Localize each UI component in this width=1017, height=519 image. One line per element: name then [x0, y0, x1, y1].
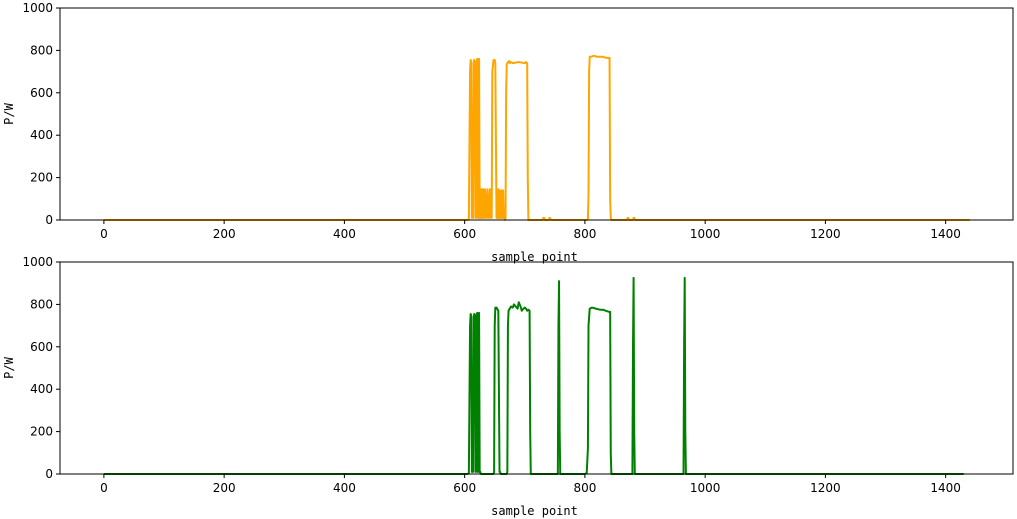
y-tick-label: 0 [45, 467, 53, 481]
x-tick-label: 0 [100, 227, 108, 241]
x-tick-label: 600 [453, 481, 476, 495]
x-tick-label: 400 [333, 481, 356, 495]
x-tick-label: 800 [573, 481, 596, 495]
x-tick-label: 1000 [690, 481, 721, 495]
x-tick-label: 200 [213, 227, 236, 241]
x-tick-label: 1200 [810, 481, 841, 495]
x-tick-label: 600 [453, 227, 476, 241]
y-tick-label: 200 [30, 425, 53, 439]
series-line-1 [103, 276, 964, 475]
chart-panel-1: 0 200 400 600 800 1000 1200 1400 0 200 400 600 800 10… [2, 1, 1014, 264]
y-tick-label: 800 [30, 43, 53, 57]
x-tick-label: 0 [100, 481, 108, 495]
x-tick-label: 1400 [930, 481, 961, 495]
x-tick-label: 400 [333, 227, 356, 241]
y-tick-label: 600 [30, 340, 53, 354]
x-tick-label: 1000 [690, 227, 721, 241]
series-line-1 [103, 54, 970, 221]
x-tick-label: 200 [213, 481, 236, 495]
y-tick-label: 400 [30, 128, 53, 142]
x-axis-label: sample point [491, 504, 578, 518]
x-tick-label: 1400 [930, 227, 961, 241]
axes-frame [59, 7, 1014, 221]
y-tick-label: 1000 [22, 1, 53, 15]
y-tick-label: 1000 [22, 255, 53, 269]
y-axis-label: P/W [2, 102, 16, 124]
x-axis-label: sample point [491, 250, 578, 264]
chart-panel-2: 0 200 400 600 800 1000 1200 1400 0 200 400 600 800 10… [2, 255, 1014, 518]
y-tick-label: 200 [30, 171, 53, 185]
y-tick-label: 800 [30, 297, 53, 311]
y-tick-label: 600 [30, 86, 53, 100]
y-tick-label: 0 [45, 213, 53, 227]
x-tick-label: 800 [573, 227, 596, 241]
x-tick-label: 1200 [810, 227, 841, 241]
y-tick-label: 400 [30, 382, 53, 396]
axes-frame [59, 261, 1014, 475]
y-axis-label: P/W [2, 356, 16, 378]
